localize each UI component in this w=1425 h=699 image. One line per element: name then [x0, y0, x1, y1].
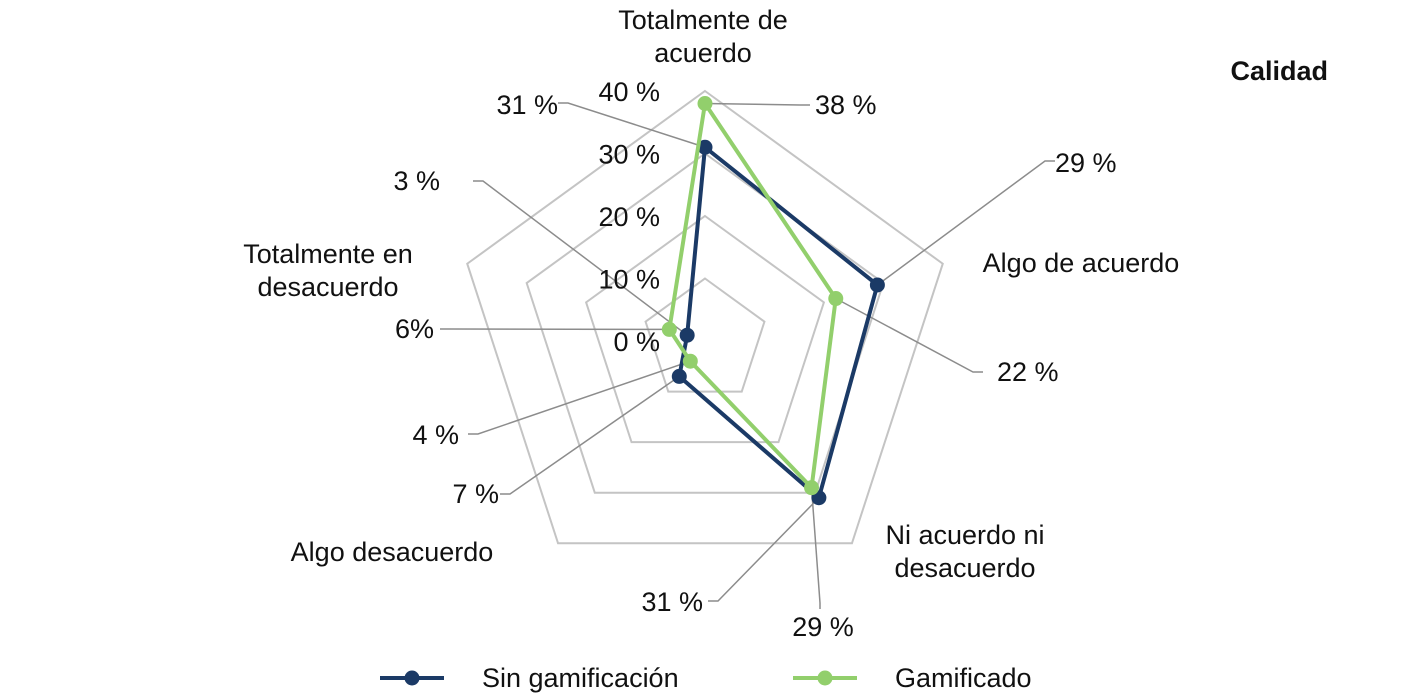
data-label: 29 %	[1055, 148, 1117, 178]
leader-line	[558, 102, 706, 148]
grid-ring	[644, 277, 766, 393]
leader-line	[468, 360, 691, 435]
data-point	[697, 139, 713, 155]
legend-marker	[404, 670, 420, 686]
legend-marker	[817, 670, 833, 686]
chart-title: Calidad	[1230, 56, 1328, 86]
leader-line	[876, 160, 1055, 286]
tick-label: 0 %	[613, 327, 660, 357]
category-label: Algo de acuerdo	[983, 248, 1180, 278]
legend-label: Sin gamificación	[482, 663, 679, 693]
data-label: 6%	[395, 314, 434, 344]
tick-label: 20 %	[598, 202, 660, 232]
legend-label: Gamificado	[895, 663, 1032, 693]
data-point	[679, 327, 695, 343]
category-label: Algo desacuerdo	[291, 537, 494, 567]
tick-label: 30 %	[598, 140, 660, 170]
data-point	[869, 277, 885, 293]
series-line	[667, 101, 838, 490]
data-point	[671, 368, 687, 384]
tick-label: 40 %	[598, 77, 660, 107]
grid-ring	[584, 214, 826, 444]
category-label: Totalmente de	[618, 5, 788, 35]
category-label: desacuerdo	[257, 272, 398, 302]
data-label: 38 %	[815, 90, 877, 120]
leader-lines	[440, 102, 1055, 609]
leader-line	[704, 102, 810, 106]
chart-text: Calidad 0 % 10 % 20 % 30 % 40 % Totalmente de…	[243, 5, 1328, 642]
data-label: 22 %	[997, 357, 1059, 387]
data-point	[828, 291, 844, 307]
data-point	[661, 321, 677, 337]
data-label: 3 %	[393, 166, 440, 196]
radar-grid	[466, 89, 944, 545]
leader-line	[500, 375, 680, 495]
category-label: Totalmente en	[243, 239, 413, 269]
leader-line	[708, 497, 820, 602]
data-label: 31 %	[496, 90, 558, 120]
legend: Sin gamificación Gamificado	[380, 663, 1032, 693]
leader-line	[835, 297, 983, 373]
data-point	[804, 480, 820, 496]
category-label: desacuerdo	[894, 553, 1035, 583]
series-line	[677, 145, 880, 500]
tick-label: 10 %	[598, 265, 660, 295]
data-label: 31 %	[641, 587, 703, 617]
leader-line	[473, 180, 688, 336]
data-point	[697, 96, 713, 111]
category-label: Ni acuerdo ni	[885, 520, 1044, 550]
grid-ring	[525, 152, 885, 494]
data-point	[682, 353, 698, 369]
data-label: 4 %	[412, 420, 459, 450]
data-label: 29 %	[792, 612, 854, 642]
data-series	[661, 96, 885, 506]
category-label: acuerdo	[654, 38, 752, 68]
leader-line	[810, 487, 821, 609]
data-label: 7 %	[452, 479, 499, 509]
grid-ring	[466, 89, 944, 545]
